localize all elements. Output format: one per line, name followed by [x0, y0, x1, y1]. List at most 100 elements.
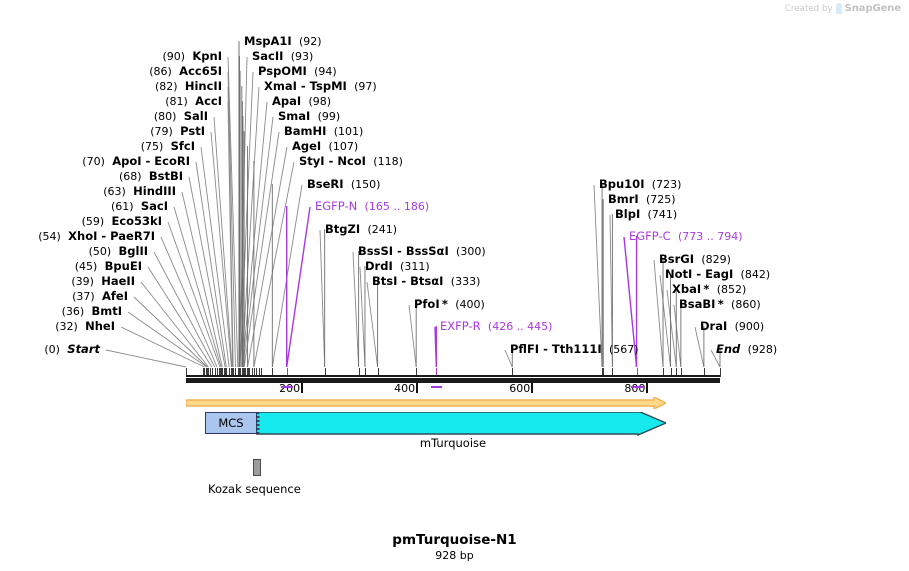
site-name-separator: - — [296, 79, 310, 93]
site-label-bamhi[interactable]: BamHI (101) — [284, 125, 363, 138]
site-label-exfp-r[interactable]: EXFP-R (426 .. 445) — [440, 320, 552, 333]
leader-line — [147, 266, 213, 368]
cut-site-tick — [377, 368, 379, 377]
site-position: (150) — [350, 178, 381, 191]
site-label-xhoi[interactable]: (54) XhoI - PaeR7I — [0, 230, 155, 243]
kozak-marker[interactable] — [253, 459, 261, 476]
site-label-styi[interactable]: StyI - NcoI (118) — [299, 155, 403, 168]
cut-site-ticks — [186, 368, 721, 377]
cut-site-tick — [612, 368, 614, 377]
cut-site-tick — [240, 368, 242, 377]
site-position: (165 .. 186) — [364, 200, 430, 213]
site-label-bseri[interactable]: BseRI (150) — [307, 178, 380, 191]
site-star: * — [439, 297, 448, 311]
site-label-acc65i[interactable]: (86) Acc65I — [0, 65, 222, 78]
site-label-mspa1i[interactable]: MspA1I (92) — [244, 35, 322, 48]
cut-site-tick — [221, 368, 223, 377]
cut-site-tick — [272, 368, 274, 377]
site-name-separator: - — [692, 267, 706, 281]
site-label-saci[interactable]: (61) SacI — [0, 200, 168, 213]
site-label-noti[interactable]: NotI - EagI (842) — [665, 268, 770, 281]
site-label-bmri[interactable]: BmrI (725) — [608, 193, 676, 206]
leader-line — [653, 259, 664, 368]
site-label-btsi[interactable]: BtsI - BtsαI (333) — [372, 275, 480, 288]
site-label-psti[interactable]: (79) PstI — [0, 125, 205, 138]
site-label-btgzi[interactable]: BtgZI (241) — [325, 223, 397, 236]
site-position: (723) — [651, 178, 682, 191]
site-label-acci[interactable]: (81) AccI — [0, 95, 222, 108]
cut-site-tick — [230, 368, 232, 377]
site-label-hindiii[interactable]: (63) HindIII — [0, 185, 176, 198]
site-name: BseRI — [307, 177, 344, 191]
primer-range-mark — [630, 386, 643, 388]
site-label-end[interactable]: End (928) — [716, 343, 777, 356]
cut-site-tick — [436, 368, 438, 377]
cut-site-tick — [219, 368, 221, 377]
site-label-blpi[interactable]: BlpI (741) — [615, 208, 677, 221]
site-label-xmai[interactable]: XmaI - TspMI (97) — [264, 80, 377, 93]
site-name: BmrI — [608, 192, 639, 206]
cut-site-tick — [676, 368, 678, 377]
site-position: (725) — [646, 193, 676, 206]
site-label-eco53ki[interactable]: (59) Eco53kI — [0, 215, 162, 228]
cut-site-tick — [244, 368, 246, 377]
cut-site-tick — [324, 368, 326, 377]
site-label-xbai[interactable]: XbaI * (852) — [672, 283, 746, 296]
site-label-bmti[interactable]: (36) BmtI — [0, 305, 122, 318]
page-title: pmTurquoise-N1 — [392, 532, 517, 548]
leader-line — [710, 349, 721, 368]
scale-tick — [416, 383, 419, 393]
mcs-feature[interactable]: MCS — [205, 412, 257, 434]
site-label-bstbi[interactable]: (68) BstBI — [0, 170, 183, 183]
cut-site-tick — [286, 368, 288, 377]
site-position: (300) — [456, 245, 486, 258]
site-label-pflfi[interactable]: PflFI - Tth111I (567) — [510, 343, 639, 356]
site-label-bsabi[interactable]: BsaBI * (860) — [679, 298, 761, 311]
primer-range-mark — [431, 386, 443, 388]
site-label-drdi[interactable]: DrdI (311) — [365, 260, 430, 273]
site-label-bpu10i[interactable]: Bpu10I (723) — [599, 178, 681, 191]
cut-site-tick — [249, 368, 251, 377]
site-position: (86) — [149, 65, 172, 78]
site-name: XmaI — [264, 79, 297, 93]
site-label-apoi[interactable]: (70) ApoI - EcoRI — [0, 155, 190, 168]
site-label-bglii[interactable]: (50) BglII — [0, 245, 148, 258]
site-label-apai[interactable]: ApaI (98) — [272, 95, 331, 108]
site-name: HincII — [184, 79, 222, 93]
site-position: (99) — [317, 110, 341, 123]
site-position: (567) — [609, 343, 639, 356]
site-label-sali[interactable]: (80) SalI — [0, 110, 208, 123]
site-label-nhei[interactable]: (32) NheI — [0, 320, 115, 333]
site-label-sacii[interactable]: SacII (93) — [252, 50, 313, 63]
site-label-sfci[interactable]: (75) SfcI — [0, 140, 195, 153]
site-label-bpuei[interactable]: (45) BpuEI — [0, 260, 142, 273]
site-name: StyI — [299, 154, 325, 168]
cut-site-tick — [232, 368, 234, 377]
site-star: * — [715, 297, 724, 311]
site-label-kpni[interactable]: (90) KpnI — [0, 50, 222, 63]
site-label-bsssi[interactable]: BssSI - BssSαI (300) — [358, 245, 486, 258]
site-label-bsrgi[interactable]: BsrGI (829) — [659, 253, 731, 266]
leader-line — [673, 304, 682, 368]
site-label-pspomi[interactable]: PspOMI (94) — [258, 65, 337, 78]
leader-line — [195, 161, 227, 368]
cut-site-tick — [602, 368, 604, 377]
leader-line — [181, 191, 223, 368]
site-label-egfp-c[interactable]: EGFP-C (773 .. 794) — [629, 230, 743, 243]
site-label-start[interactable]: (0) Start — [0, 343, 100, 356]
site-label-smai[interactable]: SmaI (99) — [278, 110, 340, 123]
site-label-afei[interactable]: (37) AfeI — [0, 290, 128, 303]
orf-arrow-shape — [186, 397, 666, 409]
site-label-egfp-n[interactable]: EGFP-N (165 .. 186) — [315, 200, 429, 213]
site-label-haeii[interactable]: (39) HaeII — [0, 275, 135, 288]
mturquoise-feature[interactable] — [256, 412, 666, 436]
site-label-pfoi[interactable]: PfoI * (400) — [414, 298, 485, 311]
site-label-drai[interactable]: DraI (900) — [700, 320, 764, 333]
site-label-hincii[interactable]: (82) HincII — [0, 80, 222, 93]
leader-line — [359, 266, 366, 368]
cut-site-tick — [226, 368, 228, 377]
orf-arrow[interactable] — [186, 397, 666, 409]
site-position: (241) — [367, 223, 398, 236]
cut-site-tick — [210, 368, 212, 377]
site-label-agei[interactable]: AgeI (107) — [292, 140, 358, 153]
